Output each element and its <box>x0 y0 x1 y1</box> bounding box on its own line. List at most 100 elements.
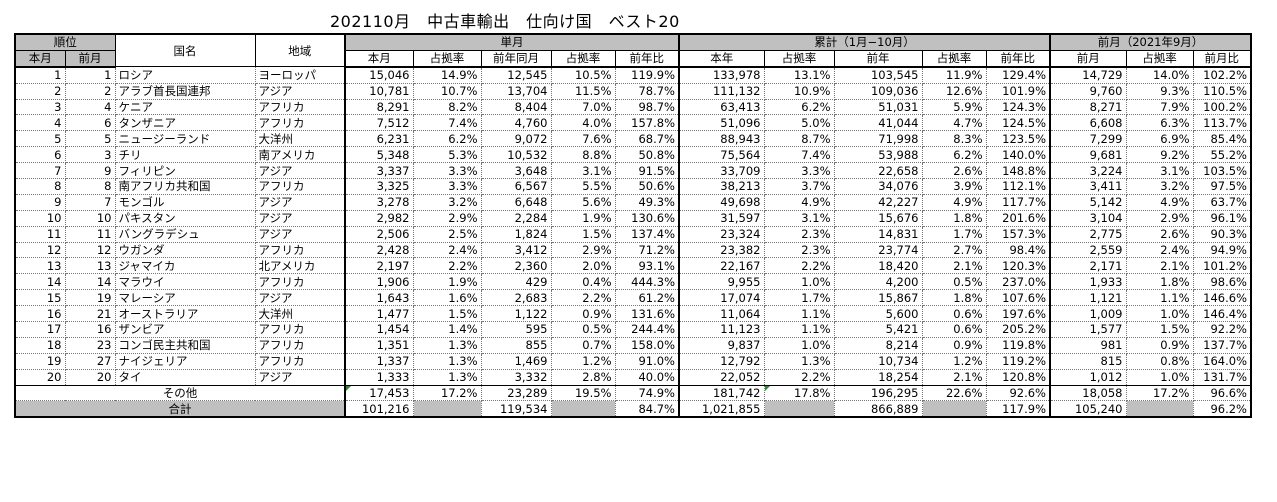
cell-prev: 11 <box>64 225 116 243</box>
table-row: 19 27 ナイジェリア アフリカ 1,337 1.3% 1,469 1.2% 91.0% 12,… <box>14 352 1252 370</box>
header-region: 地域 <box>254 33 346 68</box>
cell-myoy: 49.3% <box>614 193 680 211</box>
cell-c: 23,324 <box>678 225 765 243</box>
cell-p: 9,681 <box>1049 146 1127 164</box>
cell-c: 63,413 <box>678 98 765 116</box>
cell-c: 49,698 <box>678 193 765 211</box>
cell-cyoy: 124.3% <box>985 98 1051 116</box>
cell-c: 75,564 <box>678 146 765 164</box>
cell-cs: 1.1% <box>763 321 835 338</box>
cell-cs: 2.3% <box>763 225 835 243</box>
cell-ms: 6.2% <box>412 130 482 148</box>
cell-ps: 0.8% <box>1125 352 1194 370</box>
cell-cp: 42,227 <box>833 193 923 211</box>
cell-cs: 1.0% <box>763 273 835 291</box>
cell-ms: 1.5% <box>412 305 482 323</box>
header-cumulative: 累計（1月−10月） <box>678 32 1051 51</box>
cell-cp: 14,831 <box>833 225 923 243</box>
cell-ms: 1.3% <box>412 352 482 370</box>
cell-pr: 94.9% <box>1192 241 1252 259</box>
cell-c: 9,837 <box>678 336 765 354</box>
cell-cp: 103,545 <box>833 66 923 84</box>
cell-cp: 15,867 <box>833 289 923 307</box>
cell-pr: 101.2% <box>1192 257 1252 275</box>
table-row: 5 5 ニュージーランド 大洋州 6,231 6.2% 9,072 7.6% 68.7% 88,9… <box>14 130 1252 148</box>
cell-pr: 90.3% <box>1192 225 1252 243</box>
cell-region: アフリカ <box>254 241 346 259</box>
cell-region: アジア <box>254 225 346 243</box>
cell-cp: 53,988 <box>833 146 923 164</box>
cell-c: 31,597 <box>678 209 765 227</box>
table-row: 13 13 ジャマイカ 北アメリカ 2,197 2.2% 2,360 2.0% 93.1% 22,… <box>14 257 1252 275</box>
cell-prev: 20 <box>64 368 116 386</box>
cell-cs: 3.7% <box>763 178 835 195</box>
cell-ms: 1.3% <box>412 336 482 354</box>
header-p-prev: 前月 <box>1049 49 1127 68</box>
cell-mys: 1.9% <box>550 209 616 227</box>
cell-my: 3,648 <box>480 162 552 180</box>
cell-ms: 3.2% <box>412 193 482 211</box>
cell-region: アフリカ <box>254 352 346 370</box>
cell-country: ザンビア <box>114 321 256 338</box>
cell-m: 3,325 <box>344 178 414 195</box>
header-monthly: 単月 <box>344 32 680 51</box>
cell-country: バングラデシュ <box>114 225 256 243</box>
cell-m: 1,906 <box>344 273 414 291</box>
cell-cs: 13.1% <box>763 66 835 84</box>
cell-m: 1,643 <box>344 289 414 307</box>
cell-myoy: 40.0% <box>614 368 680 386</box>
cell-ps: 3.1% <box>1125 162 1194 180</box>
cell-cp: 23,774 <box>833 241 923 259</box>
cell-cps: 8.3% <box>921 130 987 148</box>
cell-cps: 11.9% <box>921 66 987 84</box>
table-row: 11 11 バングラデシュ アジア 2,506 2.5% 1,824 1.5% 137.4% 23… <box>14 225 1252 243</box>
cell-ms: 10.7% <box>412 82 482 100</box>
cell-my: 2,284 <box>480 209 552 227</box>
cell-prev: 8 <box>64 178 116 195</box>
cell-rank: 6 <box>14 146 66 164</box>
cell-p: 2,171 <box>1049 257 1127 275</box>
header-c-this: 本年 <box>678 49 765 68</box>
cell-myoy: 50.6% <box>614 178 680 195</box>
header-m-share: 占拠率 <box>412 49 482 68</box>
cell-region: 大洋州 <box>254 130 346 148</box>
table-row: 20 20 タイ アジア 1,333 1.3% 3,332 2.8% 40.0% 22,052 2.… <box>14 368 1252 386</box>
cell-mys: 11.5% <box>550 82 616 100</box>
cell-region: 南アメリカ <box>254 146 346 164</box>
cell-ps: 2.4% <box>1125 241 1194 259</box>
cell-prev: 27 <box>64 352 116 370</box>
cell-country: ニュージーランド <box>114 130 256 148</box>
cell-p: 2,559 <box>1049 241 1127 259</box>
cell-ms: 1.3% <box>412 368 482 386</box>
cell-p: 1,577 <box>1049 321 1127 338</box>
cell-c: 88,943 <box>678 130 765 148</box>
cell-cs: 6.2% <box>763 98 835 116</box>
cell-mys: 3.1% <box>550 162 616 180</box>
cell-region: アジア <box>254 162 346 180</box>
cell-region: アジア <box>254 209 346 227</box>
cell-c: 9,955 <box>678 273 765 291</box>
cell-m: 2,982 <box>344 209 414 227</box>
cell-country: パキスタン <box>114 209 256 227</box>
total-mys-blank <box>550 400 616 419</box>
cell-pr: 146.6% <box>1192 289 1252 307</box>
cell-ps: 1.8% <box>1125 273 1194 291</box>
cell-m: 1,454 <box>344 321 414 338</box>
cell-cp: 34,076 <box>833 178 923 195</box>
cell-myoy: 137.4% <box>614 225 680 243</box>
cell-cps: 2.1% <box>921 257 987 275</box>
cell-mys: 1.2% <box>550 352 616 370</box>
total-m: 101,216 <box>344 400 414 419</box>
cell-c: 11,123 <box>678 321 765 338</box>
cell-cs: 2.3% <box>763 241 835 259</box>
cell-p: 1,012 <box>1049 368 1127 386</box>
cell-my: 595 <box>480 321 552 338</box>
cell-p: 815 <box>1049 352 1127 370</box>
cell-prev: 9 <box>64 162 116 180</box>
cell-my: 4,760 <box>480 114 552 132</box>
cell-region: アフリカ <box>254 98 346 116</box>
page-title: 202110月 中古車輸出 仕向け国 ベスト20 <box>330 12 680 31</box>
cell-cps: 1.2% <box>921 352 987 370</box>
cell-mys: 0.5% <box>550 321 616 338</box>
cell-cps: 2.1% <box>921 368 987 386</box>
